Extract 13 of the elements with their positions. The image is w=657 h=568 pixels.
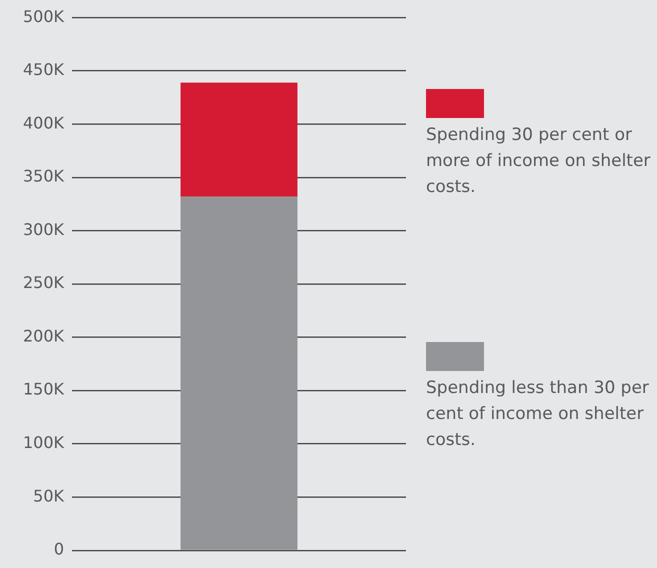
y-tick-label: 150K <box>22 380 65 399</box>
y-tick-label: 500K <box>22 6 65 26</box>
y-tick-label: 450K <box>22 60 65 80</box>
y-tick-label: 0 <box>54 540 64 559</box>
legend-label: Spending less than 30 per cent of income on shelter costs. <box>426 377 650 452</box>
y-tick-label: 350K <box>22 166 65 186</box>
y-tick-label: 200K <box>22 326 65 346</box>
y-tick-label: 50K <box>33 486 64 506</box>
y-tick-label: 250K <box>22 273 65 292</box>
y-tick-label: 300K <box>22 220 65 239</box>
y-tick-label: 100K <box>22 432 65 452</box>
legend-label: Spending 30 per cent or more of income on shelter costs. <box>426 124 651 199</box>
y-tick-label: 400K <box>22 113 65 132</box>
